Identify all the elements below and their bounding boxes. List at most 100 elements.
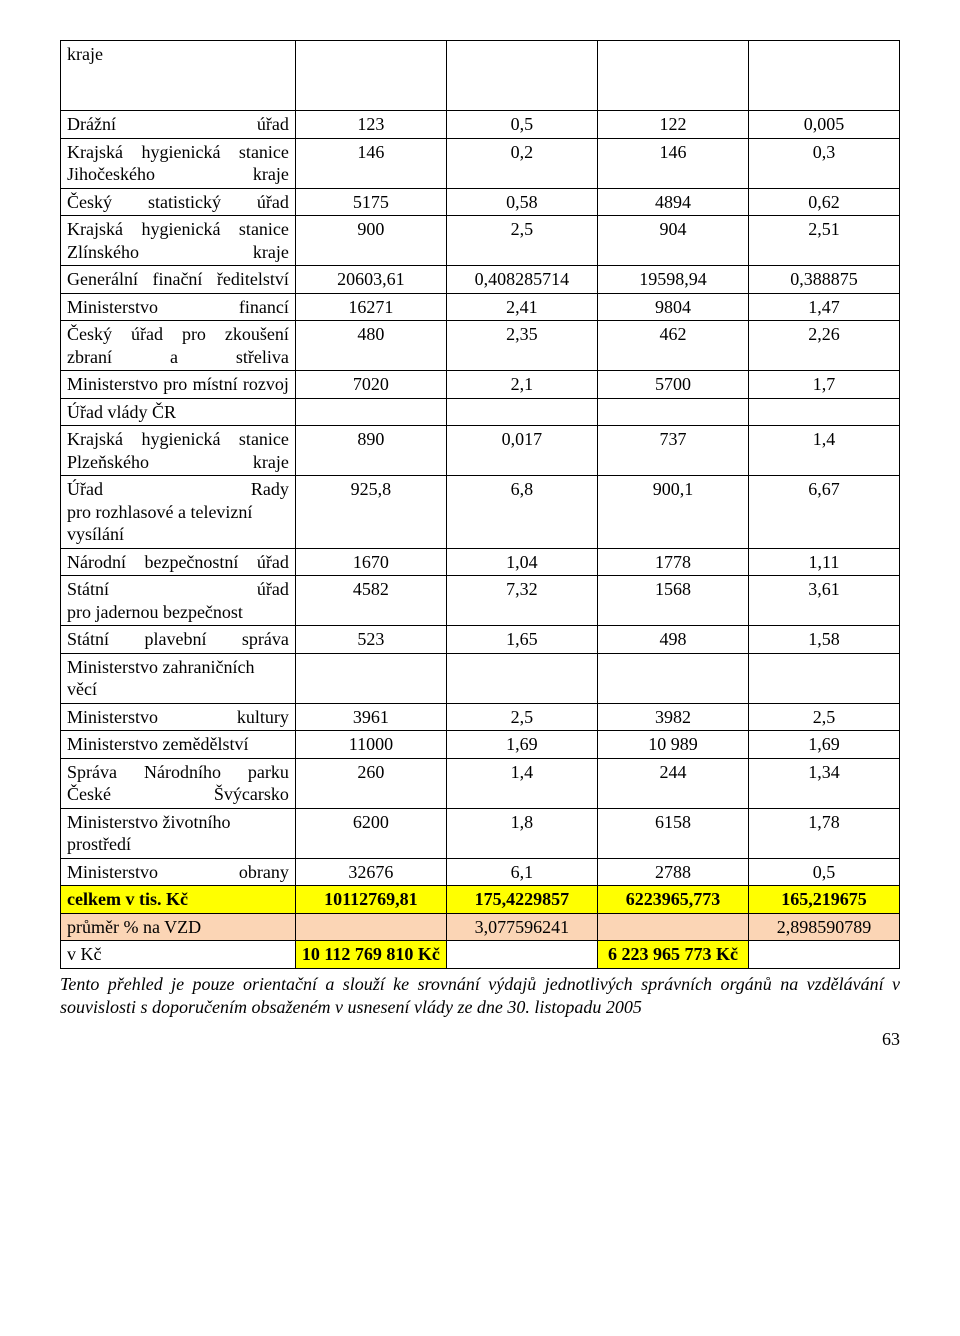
- cell: [748, 653, 899, 703]
- cell: 146: [295, 138, 446, 188]
- cell: 20603,61: [295, 266, 446, 294]
- cell: [597, 913, 748, 941]
- cell: 1,69: [446, 731, 597, 759]
- row-label: Ministerstvo pro místní rozvoj: [61, 371, 296, 399]
- cell: [597, 398, 748, 426]
- cell: 1670: [295, 548, 446, 576]
- cell: 2,898590789: [748, 913, 899, 941]
- row-label: Úřad Radypro rozhlasové a televizní vysí…: [61, 476, 296, 549]
- cell: 122: [597, 111, 748, 139]
- cell: 737: [597, 426, 748, 476]
- cell: 4582: [295, 576, 446, 626]
- cell: 6,67: [748, 476, 899, 549]
- row-label: Krajská hygienická stanice Jihočeského k…: [61, 138, 296, 188]
- footer-note: Tento přehled je pouze orientační a slou…: [60, 973, 900, 1020]
- page-number: 63: [60, 1029, 900, 1050]
- row-label: Český úřad pro zkoušení zbraní a střeliv…: [61, 321, 296, 371]
- cell: 1,11: [748, 548, 899, 576]
- table-row: Český úřad pro zkoušení zbraní a střeliv…: [61, 321, 900, 371]
- cell: 0,5: [446, 111, 597, 139]
- cell: 1,65: [446, 626, 597, 654]
- table-row: Ministerstvo zahraničních věcí: [61, 653, 900, 703]
- cell: 0,5: [748, 858, 899, 886]
- cell: [295, 913, 446, 941]
- cell: 11000: [295, 731, 446, 759]
- cell: [748, 41, 899, 111]
- cell: [446, 941, 597, 969]
- table-row: Krajská hygienická stanice Zlínského kra…: [61, 216, 900, 266]
- cell: 523: [295, 626, 446, 654]
- cell: 3982: [597, 703, 748, 731]
- cell: 1,58: [748, 626, 899, 654]
- cell: 890: [295, 426, 446, 476]
- cell: 260: [295, 758, 446, 808]
- row-label: celkem v tis. Kč: [61, 886, 296, 914]
- cell: 925,8: [295, 476, 446, 549]
- table-row: Ministerstvo pro místní rozvoj70202,1570…: [61, 371, 900, 399]
- table-row: Krajská hygienická stanice Jihočeského k…: [61, 138, 900, 188]
- cell: 3,61: [748, 576, 899, 626]
- table-row: Správa Národního parku České Švýcarsko26…: [61, 758, 900, 808]
- cell: 175,4229857: [446, 886, 597, 914]
- table-row: Ministerstvo kultury39612,539822,5: [61, 703, 900, 731]
- table-row: průměr % na VZD 3,077596241 2,898590789: [61, 913, 900, 941]
- cell: 9804: [597, 293, 748, 321]
- cell: 6,8: [446, 476, 597, 549]
- cell: [748, 398, 899, 426]
- cell: 6223965,773: [597, 886, 748, 914]
- cell: [446, 653, 597, 703]
- cell: 19598,94: [597, 266, 748, 294]
- cell: [295, 398, 446, 426]
- row-label: Drážní úřad: [61, 111, 296, 139]
- cell: 1,4: [748, 426, 899, 476]
- table-row: Ministerstvo financí162712,4198041,47: [61, 293, 900, 321]
- cell: 0,3: [748, 138, 899, 188]
- table-row: Krajská hygienická stanice Plzeňského kr…: [61, 426, 900, 476]
- cell: [446, 398, 597, 426]
- row-label: Ministerstvo životního prostředí: [61, 808, 296, 858]
- cell: 0,62: [748, 188, 899, 216]
- table-row: Český statistický úřad51750,5848940,62: [61, 188, 900, 216]
- table-row: kraje: [61, 41, 900, 111]
- table-row: Ministerstvo obrany326766,127880,5: [61, 858, 900, 886]
- row-label: v Kč: [61, 941, 296, 969]
- cell: [748, 941, 899, 969]
- row-label: Státní plavební správa: [61, 626, 296, 654]
- cell: 1,78: [748, 808, 899, 858]
- table-row: Drážní úřad1230,51220,005: [61, 111, 900, 139]
- cell: 7,32: [446, 576, 597, 626]
- cell: [295, 653, 446, 703]
- cell: 2,5: [446, 216, 597, 266]
- cell: 904: [597, 216, 748, 266]
- cell: 2,35: [446, 321, 597, 371]
- cell: 6200: [295, 808, 446, 858]
- cell: 3,077596241: [446, 913, 597, 941]
- cell: 0,408285714: [446, 266, 597, 294]
- cell: 10112769,81: [295, 886, 446, 914]
- row-label: Ministerstvo obrany: [61, 858, 296, 886]
- cell: [597, 41, 748, 111]
- cell: 123: [295, 111, 446, 139]
- table-row: Úřad vlády ČR: [61, 398, 900, 426]
- cell: [446, 41, 597, 111]
- row-label: Ministerstvo kultury: [61, 703, 296, 731]
- cell: 244: [597, 758, 748, 808]
- cell: 0,388875: [748, 266, 899, 294]
- row-label: Ministerstvo financí: [61, 293, 296, 321]
- cell: 0,2: [446, 138, 597, 188]
- cell: 900: [295, 216, 446, 266]
- cell: 4894: [597, 188, 748, 216]
- cell: 2,51: [748, 216, 899, 266]
- cell: 6 223 965 773 Kč: [597, 941, 748, 969]
- cell: [597, 653, 748, 703]
- row-label: Ministerstvo zahraničních věcí: [61, 653, 296, 703]
- cell: 146: [597, 138, 748, 188]
- row-label: Úřad vlády ČR: [61, 398, 296, 426]
- row-label: průměr % na VZD: [61, 913, 296, 941]
- row-label: Národní bezpečnostní úřad: [61, 548, 296, 576]
- cell: 2788: [597, 858, 748, 886]
- cell: 7020: [295, 371, 446, 399]
- table-row: Státní úřadpro jadernou bezpečnost45827,…: [61, 576, 900, 626]
- cell: 498: [597, 626, 748, 654]
- table-row: Národní bezpečnostní úřad16701,0417781,1…: [61, 548, 900, 576]
